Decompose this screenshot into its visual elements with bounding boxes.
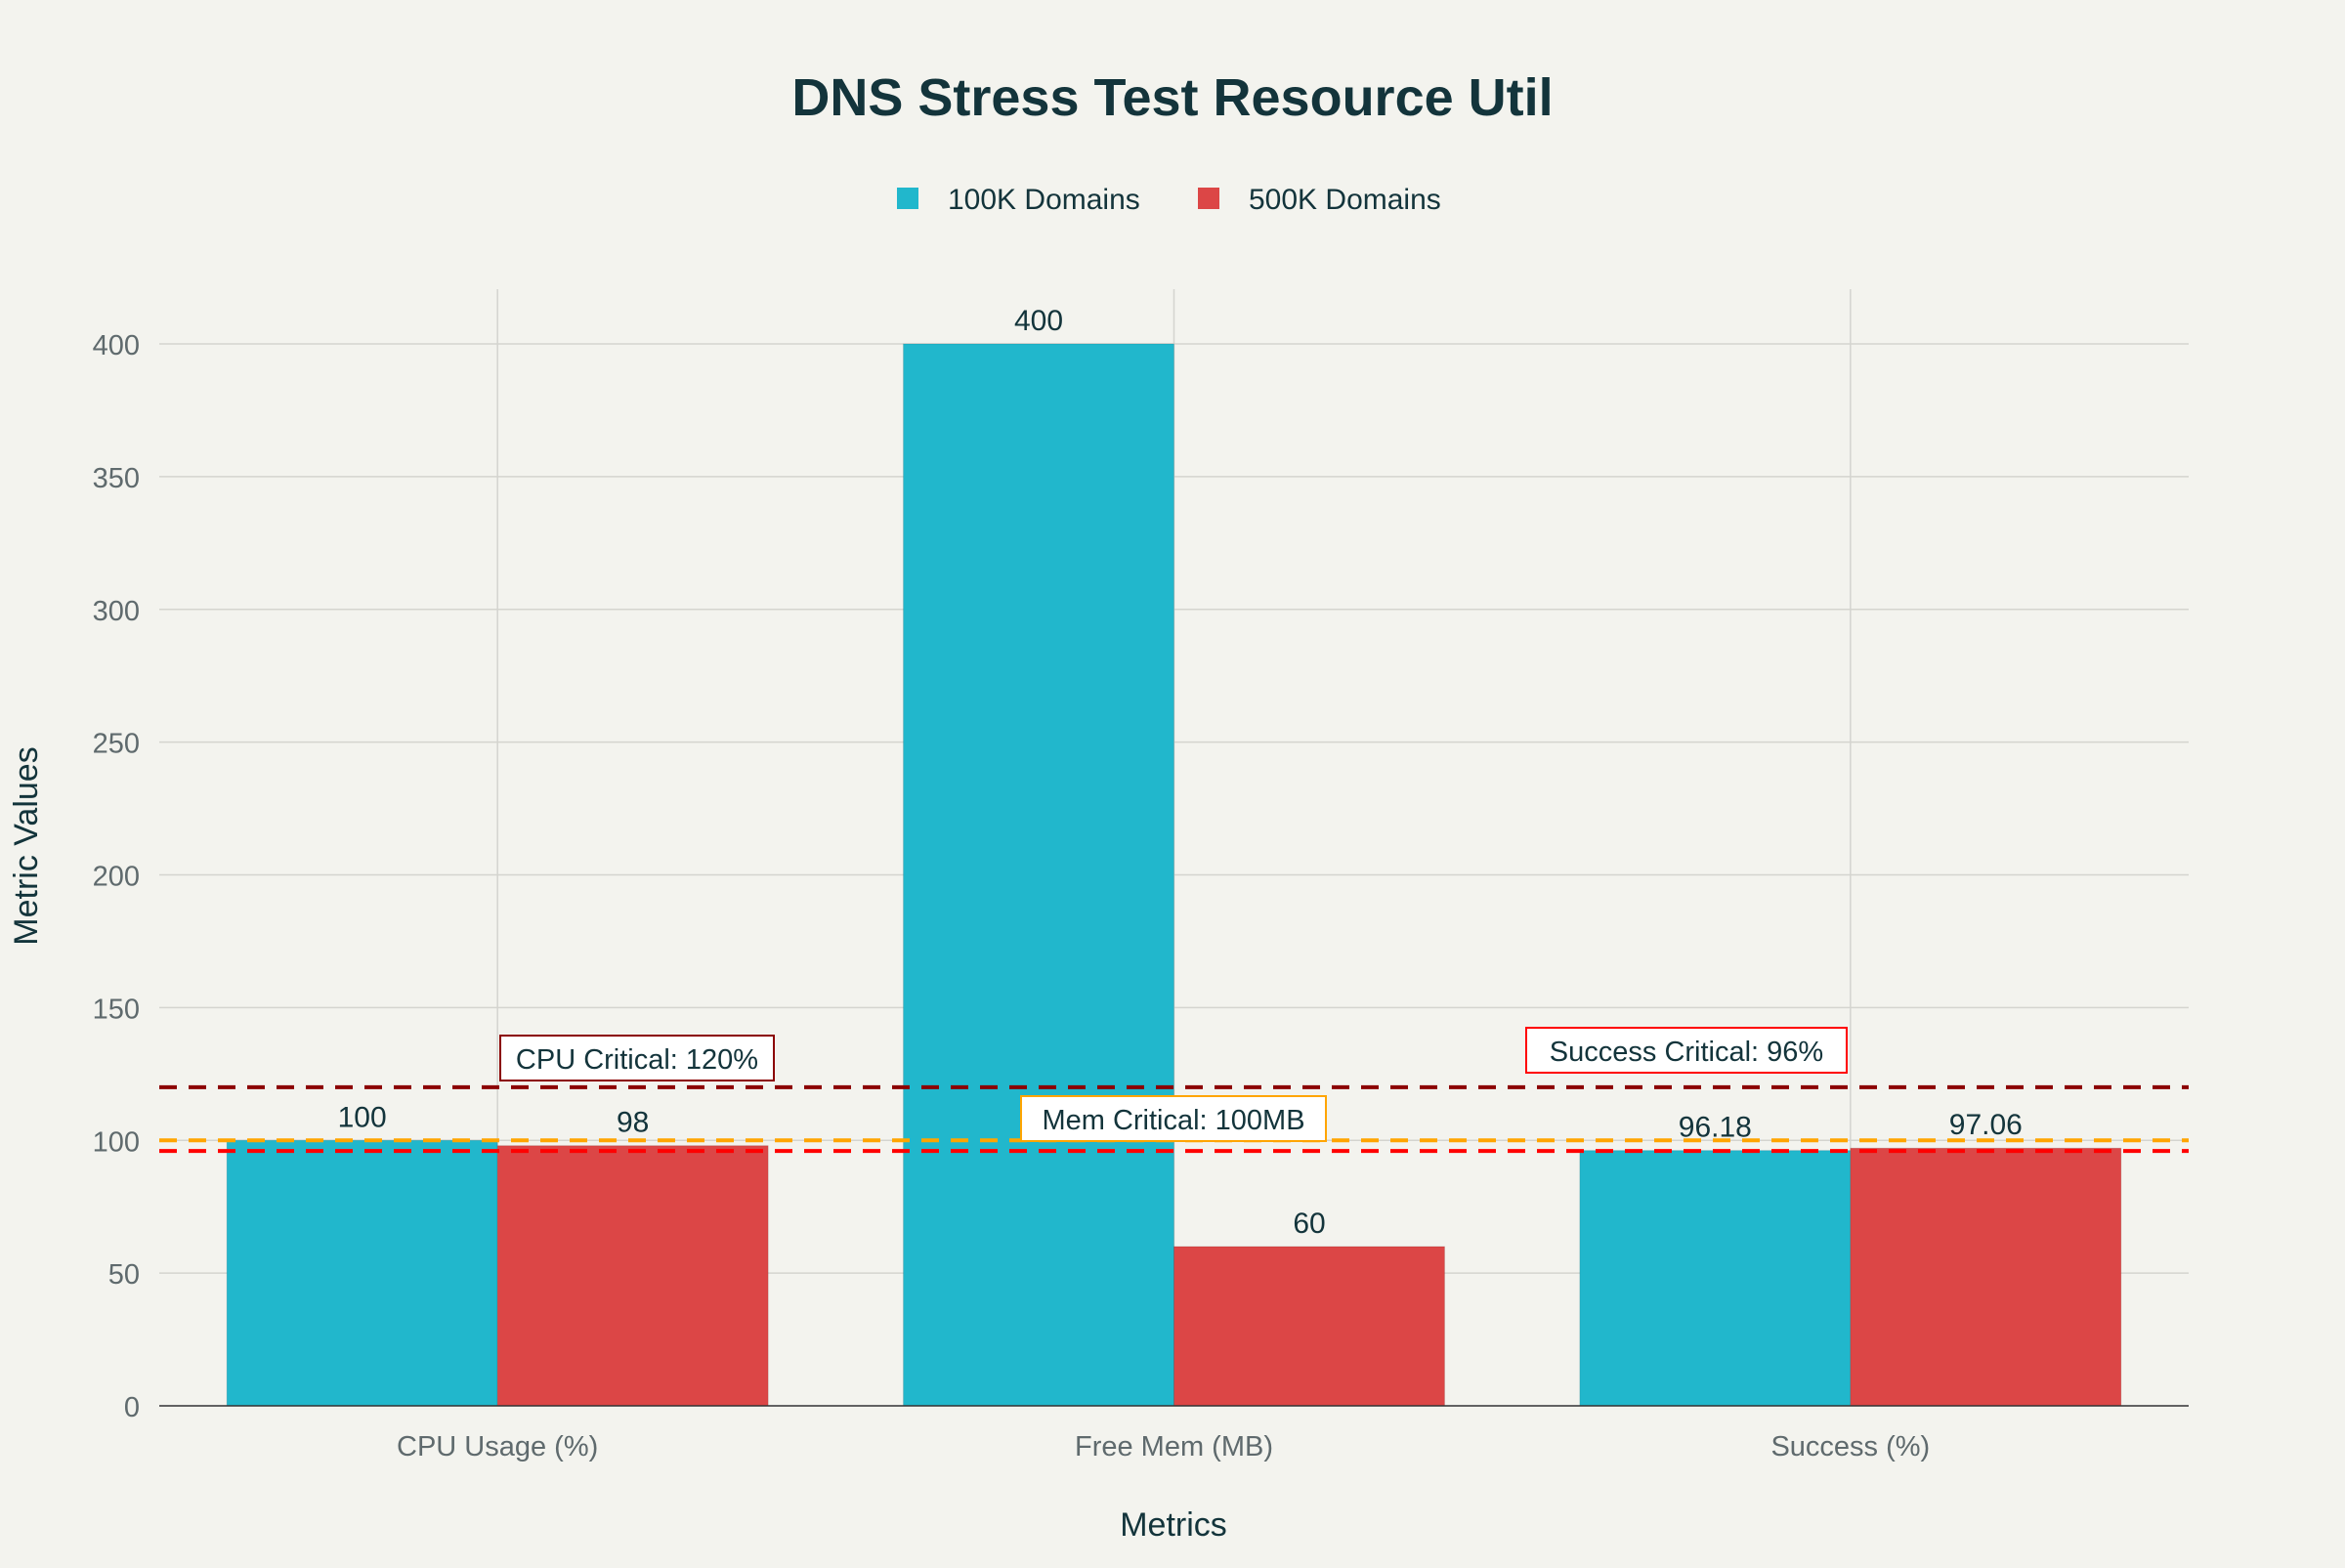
y-tick-label: 250 [93, 729, 140, 760]
chart-title: DNS Stress Test Resource Util [791, 68, 1553, 127]
legend-label: 500K Domains [1249, 184, 1441, 216]
bar-500k [496, 1145, 769, 1407]
annotation-box [1020, 1095, 1327, 1142]
bar-100k [903, 343, 1174, 1407]
bar-data-label: 97.06 [1949, 1109, 2023, 1141]
y-tick-label: 50 [108, 1259, 140, 1291]
bars: 100 400 96.18 98 60 97.06 [226, 305, 2122, 1407]
y-tick-label: 0 [124, 1392, 140, 1423]
y-tick-label: 350 [93, 463, 140, 494]
legend-swatch-100k [897, 188, 918, 209]
bar-data-label: 100 [338, 1101, 387, 1133]
bar-data-label: 60 [1293, 1208, 1325, 1240]
axes: 0 50 100 150 200 250 300 350 400 CPU Usage (%) Fre… [93, 330, 2189, 1462]
x-tick-label: CPU Usage (%) [397, 1431, 598, 1462]
annotations: CPU Critical: 120% Mem Critical: 100MB Suc… [499, 1027, 1848, 1142]
bar-500k [1850, 1147, 2122, 1407]
bar-data-label: 400 [1014, 305, 1063, 337]
y-axis-label: Metric Values [8, 746, 45, 945]
x-tick-label: Free Mem (MB) [1075, 1431, 1273, 1462]
x-axis-label: Metrics [1120, 1506, 1227, 1544]
annotation-box [499, 1035, 775, 1081]
annotation-label: Mem Critical: 100MB [1042, 1105, 1304, 1136]
legend-label: 100K Domains [948, 184, 1140, 216]
reference-lines [159, 1084, 2189, 1154]
bar-data-label: 98 [617, 1107, 649, 1139]
bar-100k [1579, 1150, 1852, 1407]
legend-swatch-500k [1198, 188, 1219, 209]
bar-data-label: 96.18 [1679, 1112, 1752, 1144]
annotation-box [1525, 1027, 1848, 1074]
legend[interactable]: 100K Domains 500K Domains [897, 184, 1441, 216]
bar-100k [226, 1139, 498, 1407]
bar-500k [1173, 1246, 1445, 1407]
annotation-label: Success Critical: 96% [1550, 1037, 1823, 1068]
y-tick-label: 200 [93, 862, 140, 893]
y-tick-label: 100 [93, 1126, 140, 1158]
y-tick-label: 300 [93, 596, 140, 627]
y-tick-label: 150 [93, 994, 140, 1025]
annotation-label: CPU Critical: 120% [516, 1044, 758, 1076]
y-tick-label: 400 [93, 330, 140, 361]
x-tick-label: Success (%) [1770, 1431, 1930, 1462]
